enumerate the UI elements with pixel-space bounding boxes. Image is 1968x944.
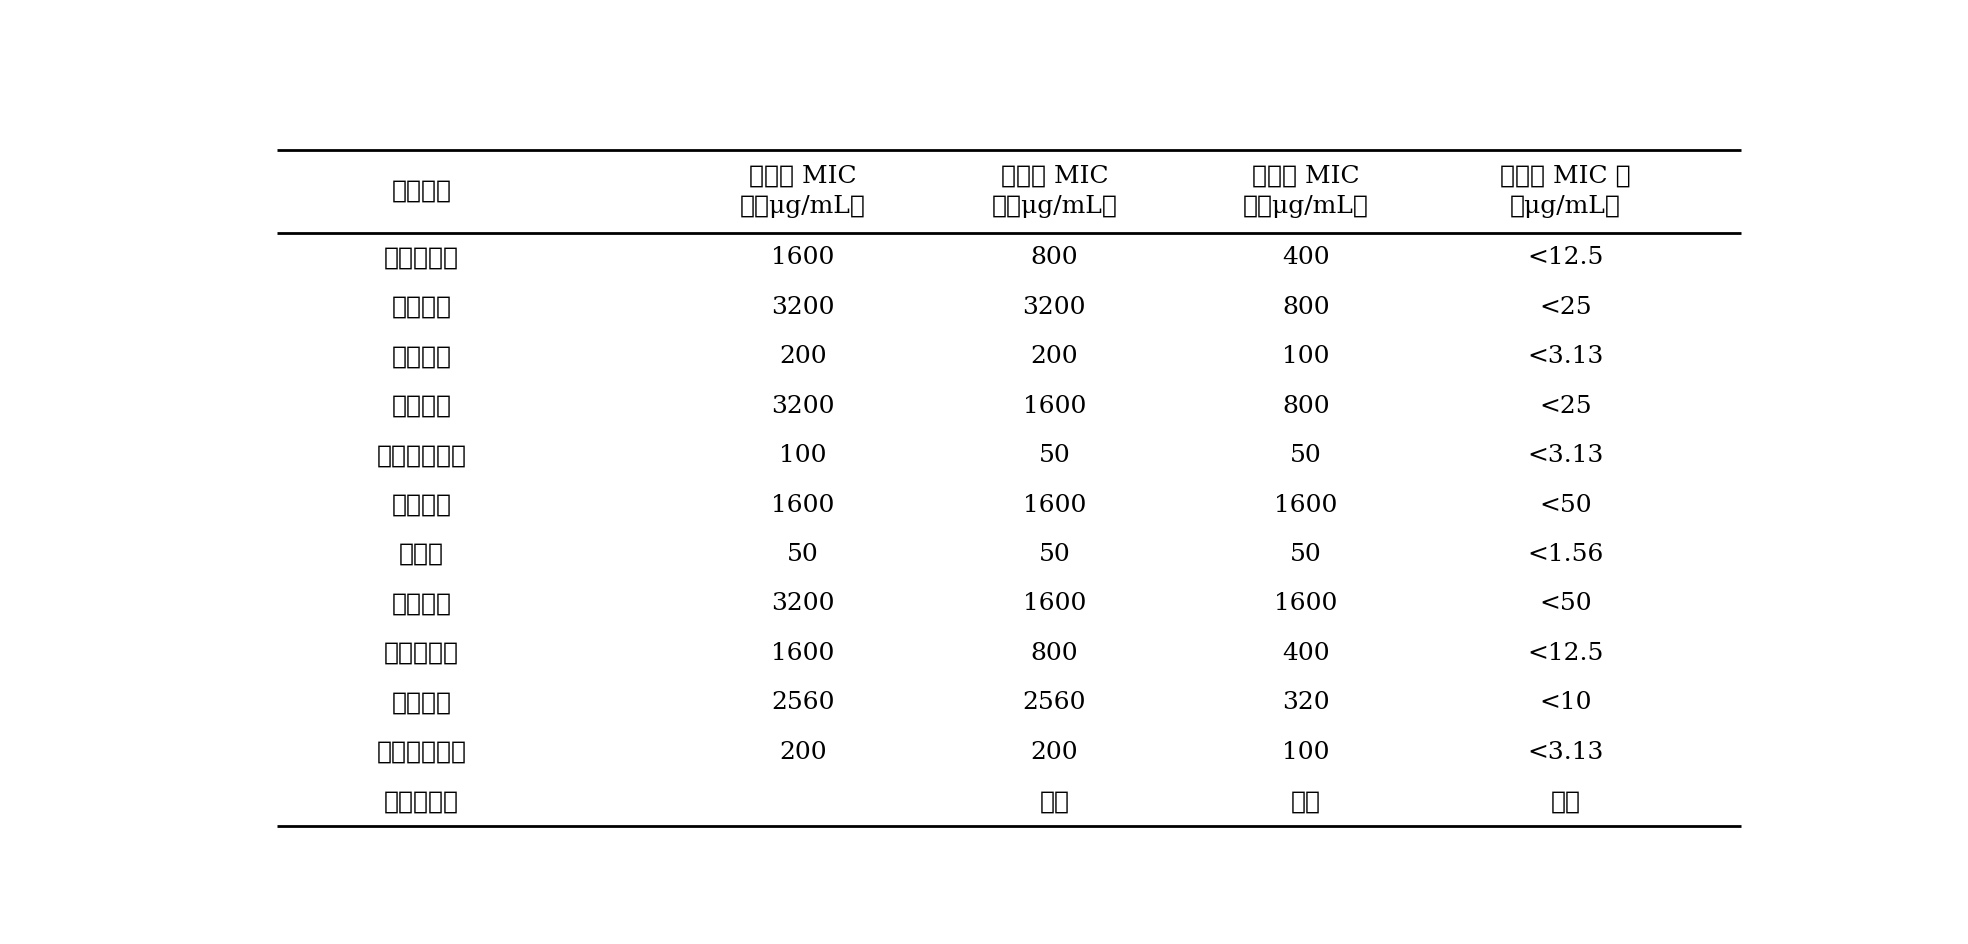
Text: 50: 50 [1291, 543, 1322, 566]
Text: <25: <25 [1539, 395, 1592, 417]
Text: <50: <50 [1539, 494, 1592, 516]
Text: <3.13: <3.13 [1527, 346, 1604, 368]
Text: <1.56: <1.56 [1527, 543, 1604, 566]
Text: 氟苯尼考: 氟苯尼考 [392, 691, 451, 715]
Text: 200: 200 [779, 346, 827, 368]
Text: 50: 50 [1291, 444, 1322, 467]
Text: <3.13: <3.13 [1527, 444, 1604, 467]
Text: 100: 100 [779, 444, 827, 467]
Text: 1600: 1600 [771, 246, 834, 269]
Text: <12.5: <12.5 [1527, 246, 1604, 269]
Text: 头孢曲松钠: 头孢曲松钠 [384, 246, 459, 269]
Text: 800: 800 [1283, 295, 1330, 319]
Text: 第一代 MIC
值（μg/mL）: 第一代 MIC 值（μg/mL） [992, 165, 1118, 218]
Text: <12.5: <12.5 [1527, 642, 1604, 665]
Text: 诺氟沙星: 诺氟沙星 [392, 395, 451, 417]
Text: 400: 400 [1283, 246, 1330, 269]
Text: 100: 100 [1283, 741, 1330, 764]
Text: 200: 200 [1031, 741, 1078, 764]
Text: 50: 50 [787, 543, 819, 566]
Text: 2560: 2560 [1023, 691, 1086, 715]
Text: 1600: 1600 [1023, 593, 1086, 615]
Text: 长菌: 长菌 [1039, 790, 1069, 813]
Text: 阿莫西林: 阿莫西林 [392, 295, 451, 319]
Text: 800: 800 [1283, 395, 1330, 417]
Text: <10: <10 [1539, 691, 1592, 715]
Text: 1600: 1600 [771, 642, 834, 665]
Text: 50: 50 [1039, 444, 1071, 467]
Text: 1600: 1600 [1023, 494, 1086, 516]
Text: 抗菌药物: 抗菌药物 [392, 180, 451, 203]
Text: 中药对照组: 中药对照组 [384, 790, 459, 813]
Text: 痢菌净: 痢菌净 [400, 543, 445, 566]
Text: 1600: 1600 [1023, 395, 1086, 417]
Text: 50: 50 [1039, 543, 1071, 566]
Text: 3200: 3200 [1023, 295, 1086, 319]
Text: 1600: 1600 [1275, 593, 1338, 615]
Text: 200: 200 [779, 741, 827, 764]
Text: 第三代 MIC 值
（μg/mL）: 第三代 MIC 值 （μg/mL） [1500, 165, 1631, 218]
Text: 盐酸沃尼妙林: 盐酸沃尼妙林 [376, 741, 466, 764]
Text: 800: 800 [1031, 246, 1078, 269]
Text: 3200: 3200 [771, 593, 834, 615]
Text: 1600: 1600 [1275, 494, 1338, 516]
Text: 100: 100 [1283, 346, 1330, 368]
Text: 2560: 2560 [771, 691, 834, 715]
Text: 400: 400 [1283, 642, 1330, 665]
Text: 头孢噻呋钠: 头孢噻呋钠 [384, 642, 459, 665]
Text: 800: 800 [1031, 642, 1078, 665]
Text: 环丙沙星: 环丙沙星 [392, 346, 451, 368]
Text: 粘杆菌素: 粘杆菌素 [392, 494, 451, 516]
Text: <3.13: <3.13 [1527, 741, 1604, 764]
Text: 左旋氧氟沙星: 左旋氧氟沙星 [376, 444, 466, 467]
Text: 长菌: 长菌 [1291, 790, 1321, 813]
Text: 320: 320 [1283, 691, 1330, 715]
Text: <25: <25 [1539, 295, 1592, 319]
Text: 传代前 MIC
值（μg/mL）: 传代前 MIC 值（μg/mL） [740, 165, 866, 218]
Text: 长菌: 长菌 [1551, 790, 1580, 813]
Text: 3200: 3200 [771, 295, 834, 319]
Text: 1600: 1600 [771, 494, 834, 516]
Text: 阿米卡星: 阿米卡星 [392, 593, 451, 615]
Text: <50: <50 [1539, 593, 1592, 615]
Text: 200: 200 [1031, 346, 1078, 368]
Text: 第二代 MIC
值（μg/mL）: 第二代 MIC 值（μg/mL） [1244, 165, 1370, 218]
Text: 3200: 3200 [771, 395, 834, 417]
